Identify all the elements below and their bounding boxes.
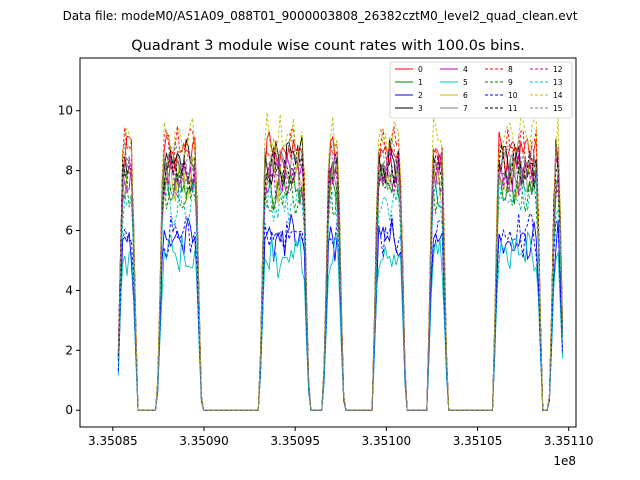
x-tick-label: 3.35085 xyxy=(88,434,138,448)
y-tick-label: 2 xyxy=(65,343,73,357)
legend-label: 10 xyxy=(508,91,518,100)
legend-label: 12 xyxy=(553,65,563,74)
x-axis: 3.35085 3.35090 3.35095 3.35100 3.35105 3.351… xyxy=(88,427,594,448)
y-tick-label: 10 xyxy=(58,104,73,118)
series-line-15 xyxy=(117,134,563,411)
x-offset-label: 1e8 xyxy=(553,454,576,468)
x-tick-label: 3.35100 xyxy=(362,434,412,448)
legend-label: 9 xyxy=(508,78,513,87)
x-tick-label: 3.35090 xyxy=(179,434,229,448)
legend-box xyxy=(389,61,573,119)
legend-label: 15 xyxy=(553,104,563,113)
legend-label: 3 xyxy=(418,104,423,113)
data-file-label: Data file: modeM0/AS1A09_088T01_90000038… xyxy=(63,9,578,23)
x-tick-label: 3.35110 xyxy=(544,434,594,448)
x-tick-label: 3.35095 xyxy=(270,434,320,448)
series-line-13 xyxy=(117,175,563,411)
y-tick-label: 0 xyxy=(65,403,73,417)
legend-label: 14 xyxy=(553,91,563,100)
legend-label: 11 xyxy=(508,104,518,113)
y-tick-label: 4 xyxy=(65,283,73,297)
legend-label: 7 xyxy=(463,104,468,113)
series-layer xyxy=(117,112,563,411)
y-tick-label: 8 xyxy=(65,164,73,178)
legend-label: 0 xyxy=(418,65,423,74)
x-tick-label: 3.35105 xyxy=(453,434,503,448)
legend-label: 1 xyxy=(418,78,423,87)
y-tick-label: 6 xyxy=(65,224,73,238)
legend-label: 5 xyxy=(463,78,468,87)
legend-label: 8 xyxy=(508,65,513,74)
legend-label: 2 xyxy=(418,91,423,100)
series-line-12 xyxy=(117,153,563,411)
chart-title: Quadrant 3 module wise count rates with … xyxy=(131,38,525,54)
plot-frame xyxy=(79,57,577,428)
legend-label: 6 xyxy=(463,91,468,100)
legend-label: 13 xyxy=(553,78,563,87)
y-axis: 0 2 4 6 8 10 xyxy=(58,104,80,417)
legend-label: 4 xyxy=(463,65,468,74)
